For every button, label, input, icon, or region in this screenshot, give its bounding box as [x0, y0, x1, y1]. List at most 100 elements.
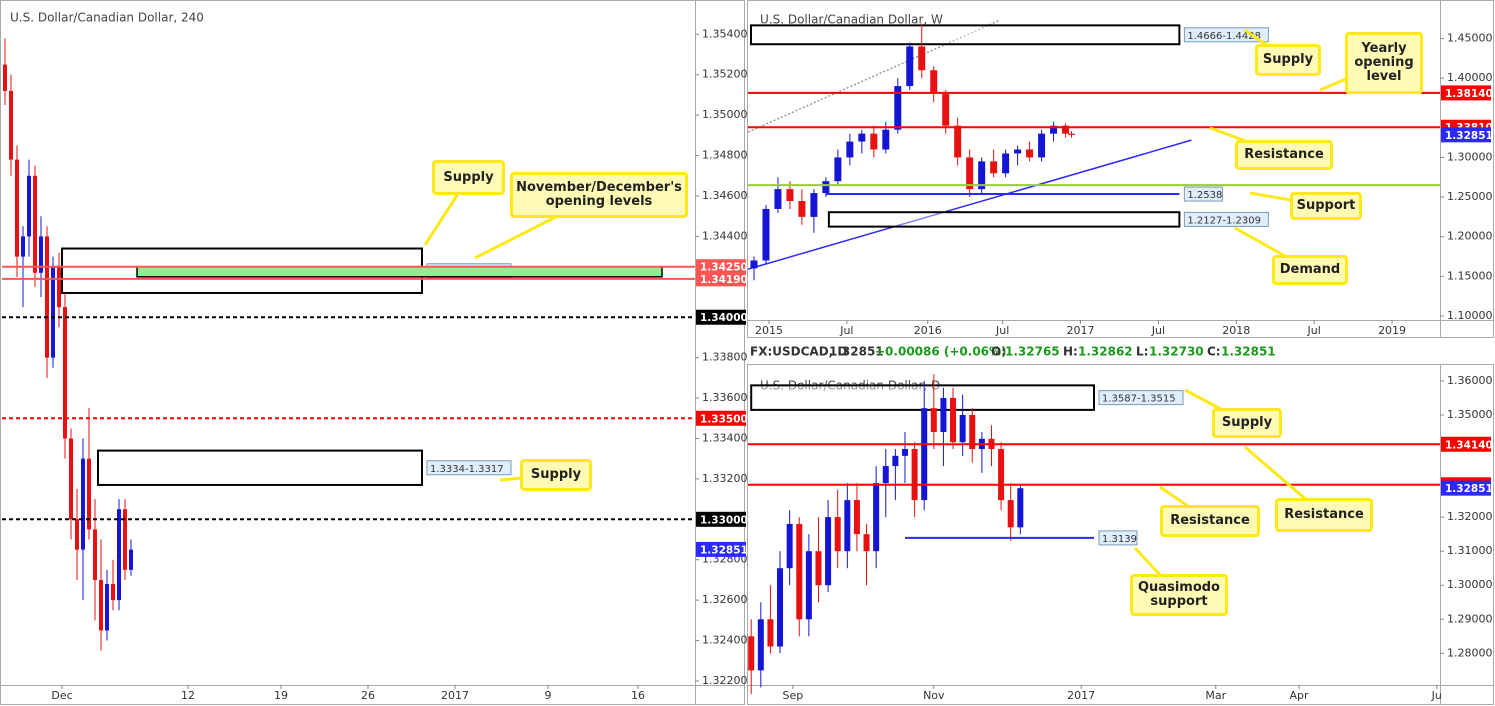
- candle-body: [911, 449, 918, 501]
- ohlc-value: 1.32765: [1005, 345, 1060, 359]
- callout: Resistance: [1235, 140, 1333, 170]
- price-tag-label: 1.34250: [700, 262, 748, 274]
- x-tick-label: 9: [545, 689, 552, 702]
- x-tick-label: 16: [631, 689, 645, 702]
- candle-body: [762, 208, 770, 261]
- y-tick-label: 1.32000: [1447, 510, 1493, 523]
- zone-tag: [1098, 390, 1184, 406]
- y-tick-label: 1.29000: [1447, 612, 1493, 625]
- symbol: FX:USDCAD, D: [750, 345, 847, 359]
- candle-body: [93, 529, 97, 580]
- candle-body: [117, 509, 121, 601]
- x-tick-label: Jul: [1151, 324, 1165, 337]
- change: +0.00086 (+0.06%): [875, 345, 1007, 359]
- y-tick-label: 1.35200: [702, 68, 748, 81]
- price-tag: [1441, 127, 1491, 143]
- candle-body: [777, 568, 784, 647]
- x-tick-label: Jul: [839, 324, 853, 337]
- candle-body: [27, 175, 31, 237]
- price-tag-label: 1.32851: [700, 544, 748, 556]
- price-tag: [1441, 85, 1491, 101]
- ohlc-value: 1.32851: [1221, 345, 1276, 359]
- candle-body: [105, 583, 109, 631]
- callout: November/December's opening levels: [510, 172, 688, 218]
- price-tag-label: 1.38140: [1445, 88, 1493, 100]
- y-tick-label: 1.31000: [1447, 544, 1493, 557]
- candle-body: [858, 133, 866, 142]
- price-tag: [696, 309, 746, 325]
- x-tick-label: 19: [274, 689, 288, 702]
- trend-line: [747, 139, 1192, 270]
- y-tick-label: 1.25000: [1447, 190, 1493, 203]
- candle-body: [969, 414, 976, 450]
- ohlc-value: 1.32730: [1149, 345, 1204, 359]
- price-tag-label: 1.34190: [700, 274, 748, 286]
- candle-body: [942, 94, 950, 126]
- candle-body: [796, 523, 803, 620]
- candle-body: [1068, 133, 1076, 135]
- candle-body: [978, 161, 986, 190]
- candle-body: [882, 466, 889, 484]
- y-tick-label: 1.45000: [1447, 32, 1493, 45]
- candle-body: [930, 408, 937, 433]
- candle-body: [834, 517, 841, 552]
- price-tag-label: 1.34140: [1445, 439, 1493, 451]
- price-tag-label: 1.33000: [700, 514, 748, 526]
- candle-body: [810, 193, 818, 217]
- y-tick-label: 1.20000: [1447, 230, 1493, 243]
- ohlc-value: 1.32862: [1078, 345, 1133, 359]
- candle-body: [1007, 500, 1014, 528]
- y-tick-label: 1.33800: [702, 351, 748, 364]
- candle-body: [894, 86, 902, 130]
- x-tick-label: 2016: [914, 324, 942, 337]
- callout: Supply: [520, 459, 592, 491]
- price-tag: [1441, 436, 1491, 452]
- level-tag: [1098, 530, 1138, 546]
- y-tick-label: 1.30000: [1447, 150, 1493, 163]
- candle-body: [825, 517, 832, 586]
- callout: Quasimodo support: [1130, 574, 1228, 616]
- ohlc-label: H:: [1063, 345, 1078, 359]
- callout: Support: [1290, 192, 1362, 220]
- candle-body: [123, 509, 127, 570]
- zone-label: 1.4666-1.4428: [1187, 31, 1261, 42]
- zone-label: 1.2127-1.2309: [1187, 215, 1261, 226]
- y-tick-label: 1.34600: [702, 189, 748, 202]
- candle-body: [1062, 125, 1070, 134]
- candle-body: [863, 534, 870, 552]
- price-tag: [696, 511, 746, 527]
- callout: Resistance: [1275, 498, 1373, 532]
- candle-body: [930, 70, 938, 95]
- candle-body: [767, 619, 774, 647]
- x-tick-label: 2017: [1067, 689, 1095, 702]
- y-tick-label: 1.40000: [1447, 71, 1493, 84]
- x-tick-label: 2019: [1378, 324, 1406, 337]
- candle-body: [954, 125, 962, 158]
- candle-body: [846, 141, 854, 158]
- candle-body: [33, 175, 37, 273]
- candle-body: [1026, 149, 1034, 158]
- candle-body: [1050, 125, 1058, 134]
- zone: [136, 265, 663, 278]
- y-tick-label: 1.15000: [1447, 269, 1493, 282]
- x-tick-label: Mar: [1205, 689, 1226, 702]
- x-tick-label: 2017: [441, 689, 469, 702]
- price-tag-label: 1.34000: [700, 312, 748, 324]
- panel-frame: [747, 0, 1494, 338]
- candle-body: [882, 129, 890, 150]
- candle-body: [815, 551, 822, 586]
- x-tick-label: Dec: [51, 689, 72, 702]
- x-tick-label: 12: [181, 689, 195, 702]
- candle-body: [99, 579, 103, 631]
- candle-body: [750, 260, 758, 269]
- candle-body: [87, 458, 91, 530]
- x-tick-label: 2018: [1222, 324, 1250, 337]
- candle-body: [918, 46, 926, 71]
- y-tick-label: 1.33600: [702, 391, 748, 404]
- zone-label: 1.3587-1.3515: [1102, 394, 1176, 405]
- y-tick-label: 1.36000: [1447, 374, 1493, 387]
- candle-body: [81, 458, 85, 550]
- last-price: 1.32851: [829, 345, 884, 359]
